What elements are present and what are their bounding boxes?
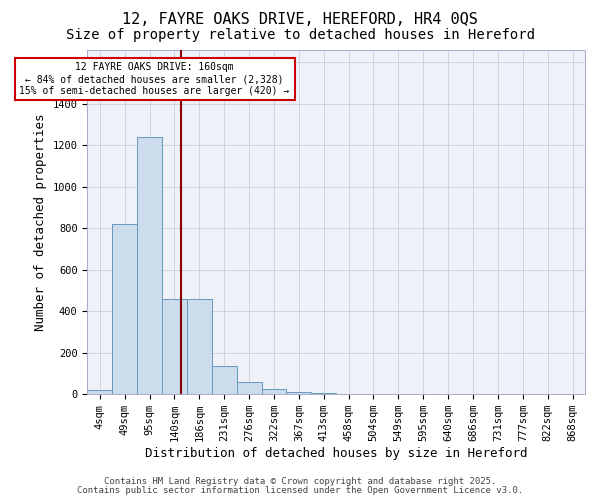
Text: Contains public sector information licensed under the Open Government Licence v3: Contains public sector information licen… [77, 486, 523, 495]
X-axis label: Distribution of detached houses by size in Hereford: Distribution of detached houses by size … [145, 447, 527, 460]
Text: Contains HM Land Registry data © Crown copyright and database right 2025.: Contains HM Land Registry data © Crown c… [104, 477, 496, 486]
Bar [137, 137, 162, 394]
Bar [236, 382, 262, 394]
Bar [262, 389, 286, 394]
Bar [286, 392, 311, 394]
Bar [187, 299, 212, 394]
Text: Size of property relative to detached houses in Hereford: Size of property relative to detached ho… [65, 28, 535, 42]
Bar [212, 366, 236, 394]
Bar [162, 299, 187, 394]
Bar [311, 393, 336, 394]
Text: 12, FAYRE OAKS DRIVE, HEREFORD, HR4 0QS: 12, FAYRE OAKS DRIVE, HEREFORD, HR4 0QS [122, 12, 478, 28]
Y-axis label: Number of detached properties: Number of detached properties [34, 114, 47, 331]
Text: 12 FAYRE OAKS DRIVE: 160sqm
← 84% of detached houses are smaller (2,328)
15% of : 12 FAYRE OAKS DRIVE: 160sqm ← 84% of det… [19, 62, 290, 96]
Bar [112, 224, 137, 394]
Bar [88, 390, 112, 394]
